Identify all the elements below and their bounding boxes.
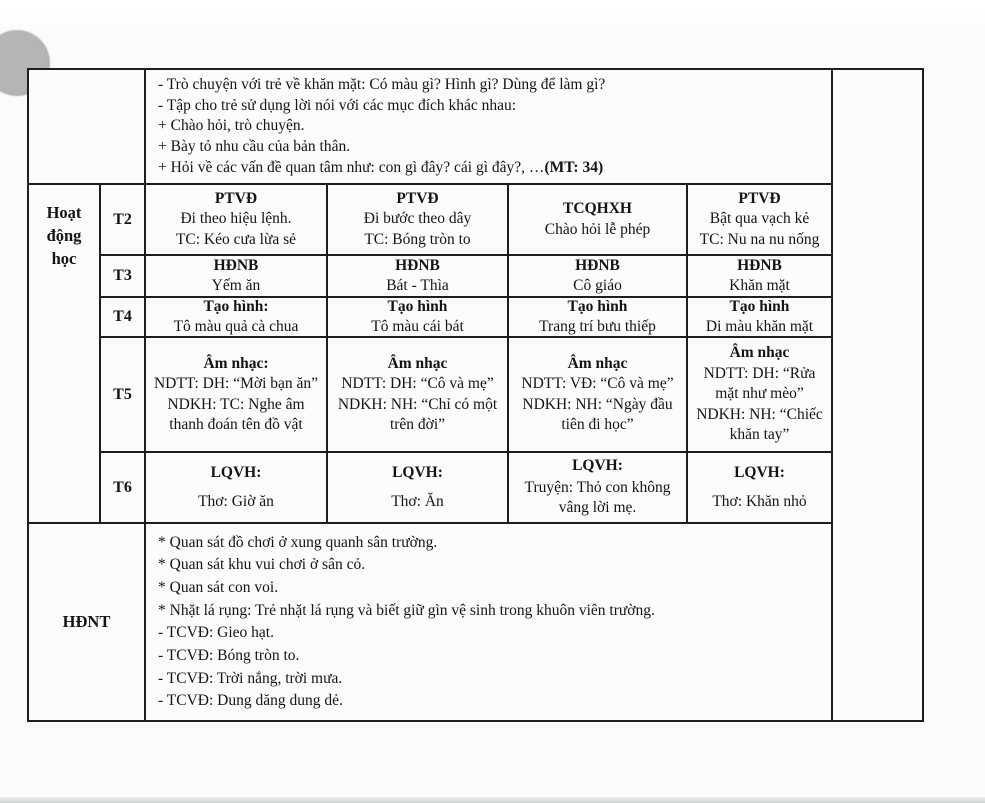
- mt-reference: (MT: 34): [544, 158, 604, 176]
- day-label-t3: T3: [101, 256, 144, 296]
- hdnt-line: - TCVĐ: Bóng tròn to.: [158, 646, 300, 664]
- cell-line: Bát - Thìa: [386, 277, 449, 294]
- cell-line: Thơ: Khăn nhỏ: [712, 492, 807, 510]
- intro-line: + Bày tỏ nhu cầu của bản thân.: [158, 138, 351, 155]
- cell-header: LQVH:: [392, 464, 443, 482]
- cell-line: Di màu khăn mặt: [705, 318, 814, 335]
- cell-line: Cô giáo: [573, 277, 622, 294]
- schedule-cell-t4-mon3: Tạo hình Trang trí bưu thiếp: [509, 298, 686, 336]
- cell-header: Tạo hình:: [203, 298, 269, 315]
- hdnt-line: * Quan sát khu vui chơi ở sân cỏ.: [158, 556, 366, 574]
- cell-header: LQVH:: [572, 457, 623, 475]
- cell-header: Tạo hình: [387, 298, 448, 315]
- schedule-cell-t3-mon4: HĐNB Khăn mặt: [688, 256, 831, 296]
- cell-header: HĐNB: [213, 256, 259, 274]
- cell-header: TCQHXH: [563, 200, 632, 218]
- schedule-cell-t2-mon4: PTVĐ Bật qua vạch kẻ TC: Nu na nu nống: [688, 185, 831, 254]
- section-label-text: Hoạt động học: [46, 203, 82, 269]
- cell-line: TC: Nu na nu nống: [699, 230, 820, 248]
- empty-top-left-cell: [29, 70, 144, 183]
- cell-line: NDTT: DH: “Cô và mẹ”: [341, 375, 494, 393]
- cell-header: PTVĐ: [396, 189, 439, 207]
- intro-line-text: + Hỏi về các vấn đề quan tâm như: con gì…: [158, 158, 545, 176]
- hdnt-line: * Nhặt lá rụng: Trẻ nhặt lá rụng và biết…: [158, 601, 655, 619]
- intro-line: + Chào hỏi, trò chuyện.: [158, 117, 305, 135]
- cell-header: HĐNB: [395, 256, 440, 274]
- intro-cell: - Trò chuyện với trẻ về khăn mặt: Có màu…: [146, 70, 831, 183]
- day-label-t5: T5: [101, 338, 144, 451]
- cell-line: Tô màu quả cà chua: [173, 318, 299, 335]
- section-label-hoat-dong-hoc: Hoạt động học: [29, 185, 99, 522]
- day-label-t2: T2: [101, 185, 144, 254]
- hdnt-line: - TCVĐ: Dung dăng dung dẻ.: [158, 692, 343, 710]
- cell-line: TC: Kéo cưa lừa sẻ: [175, 230, 297, 248]
- cell-header: PTVĐ: [214, 189, 258, 207]
- hdnt-line: * Quan sát con voi.: [158, 578, 279, 596]
- intro-line: - Trò chuyện với trẻ về khăn mặt: Có màu…: [158, 76, 606, 94]
- cell-line: NDTT: DH: “Mời bạn ăn”: [153, 375, 319, 393]
- schedule-cell-t6-mon1: LQVH: Thơ: Giờ ăn: [146, 453, 326, 522]
- schedule-cell-t5-mon2: Âm nhạc NDTT: DH: “Cô và mẹ” NDKH: NH: “…: [328, 338, 507, 451]
- cell-line: Thơ: Ăn: [391, 492, 444, 510]
- cell-line: Thơ: Giờ ăn: [198, 492, 274, 510]
- schedule-cell-t2-mon3: TCQHXH Chào hỏi lễ phép: [509, 185, 686, 254]
- cell-line: NDTT: VĐ: “Cô và mẹ”: [521, 375, 674, 393]
- cell-line: Đi theo hiệu lệnh.: [180, 210, 292, 228]
- cell-line: Truyện: Thỏ con không vâng lời mẹ.: [524, 478, 671, 517]
- schedule-cell-t3-mon2: HĐNB Bát - Thìa: [328, 256, 507, 296]
- schedule-cell-t5-mon3: Âm nhạc NDTT: VĐ: “Cô và mẹ” NDKH: NH: “…: [509, 338, 686, 451]
- cell-line: NDTT: DH: “Rửa mặt như mèo”: [703, 364, 816, 403]
- day-label-t6: T6: [101, 453, 144, 522]
- schedule-cell-t4-mon2: Tạo hình Tô màu cái bát: [328, 298, 507, 336]
- cell-line: NDKH: TC: Nghe âm thanh đoán tên đồ vật: [167, 395, 305, 433]
- schedule-cell-t4-mon1: Tạo hình: Tô màu quả cà chua: [146, 298, 326, 336]
- cell-header: LQVH:: [734, 464, 785, 482]
- empty-right-column: [833, 70, 922, 720]
- cell-header: Tạo hình: [567, 298, 628, 315]
- cell-line: Yếm ăn: [211, 277, 261, 294]
- schedule-cell-t3-mon1: HĐNB Yếm ăn: [146, 256, 326, 296]
- hdnt-line: - TCVĐ: Trời nắng, trời mưa.: [158, 669, 343, 687]
- schedule-cell-t5-mon1: Âm nhạc: NDTT: DH: “Mời bạn ăn” NDKH: TC…: [146, 338, 326, 451]
- cell-header: Âm nhạc: [387, 354, 448, 372]
- schedule-cell-t2-mon1: PTVĐ Đi theo hiệu lệnh. TC: Kéo cưa lừa …: [146, 185, 326, 254]
- schedule-cell-t3-mon3: HĐNB Cô giáo: [509, 256, 686, 296]
- hdnt-line: - TCVĐ: Gieo hạt.: [158, 624, 274, 642]
- cell-line: Bật qua vạch kẻ: [709, 210, 810, 228]
- cell-header: PTVĐ: [738, 189, 781, 207]
- cell-header: HĐNB: [737, 256, 782, 274]
- schedule-cell-t5-mon4: Âm nhạc NDTT: DH: “Rửa mặt như mèo” NDKH…: [688, 338, 831, 451]
- cell-line: Khăn mặt: [729, 277, 790, 294]
- intro-line: - Tập cho trẻ sử dụng lời nói với các mụ…: [158, 96, 517, 114]
- section-label-hdnt: HĐNT: [29, 524, 144, 720]
- cell-header: HĐNB: [575, 256, 620, 274]
- hdnt-content-cell: * Quan sát đồ chơi ở xung quanh sân trườ…: [146, 524, 831, 720]
- cell-line: Đi bước theo dây: [363, 210, 472, 228]
- day-label-t4: T4: [101, 298, 144, 336]
- cell-line: Tô màu cái bát: [371, 318, 464, 335]
- cell-header: Tạo hình: [729, 298, 790, 315]
- hdnt-line: * Quan sát đồ chơi ở xung quanh sân trườ…: [158, 533, 438, 551]
- cell-line: TC: Bóng tròn to: [364, 230, 471, 248]
- cell-header: LQVH:: [210, 464, 262, 482]
- cell-line: Chào hỏi lễ phép: [544, 220, 651, 238]
- intro-line-with-mt: + Hỏi về các vấn đề quan tâm như: con gì…: [158, 158, 819, 178]
- cell-line: NDKH: NH: “Chỉ có một trên đời”: [337, 395, 498, 433]
- cell-header: Âm nhạc:: [203, 354, 269, 372]
- schedule-cell-t2-mon2: PTVĐ Đi bước theo dây TC: Bóng tròn to: [328, 185, 507, 254]
- cell-line: NDKH: NH: “Ngày đầu tiên đi học”: [522, 395, 673, 433]
- schedule-cell-t6-mon3: LQVH: Truyện: Thỏ con không vâng lời mẹ.: [509, 453, 686, 522]
- cell-line: Trang trí bưu thiếp: [539, 318, 656, 335]
- scan-artifact-bottom-strip: [0, 797, 985, 803]
- schedule-cell-t4-mon4: Tạo hình Di màu khăn mặt: [688, 298, 831, 336]
- schedule-cell-t6-mon2: LQVH: Thơ: Ăn: [328, 453, 507, 522]
- lesson-plan-table: - Trò chuyện với trẻ về khăn mặt: Có màu…: [27, 68, 924, 722]
- cell-line: NDKH: NH: “Chiếc khăn tay”: [696, 405, 823, 444]
- schedule-cell-t6-mon4: LQVH: Thơ: Khăn nhỏ: [688, 453, 831, 522]
- cell-header: Âm nhạc: [567, 354, 628, 372]
- cell-header: Âm nhạc: [729, 344, 790, 362]
